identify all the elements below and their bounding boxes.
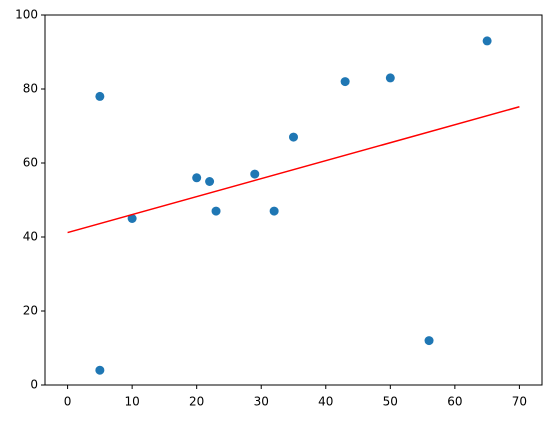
y-tick-label: 40 bbox=[23, 230, 38, 244]
x-tick-label: 60 bbox=[447, 395, 462, 409]
y-tick-label: 20 bbox=[23, 304, 38, 318]
point bbox=[211, 206, 221, 216]
point bbox=[269, 206, 279, 216]
point bbox=[385, 73, 395, 83]
x-tick-label: 50 bbox=[383, 395, 398, 409]
point bbox=[192, 173, 202, 183]
point bbox=[127, 214, 137, 223]
point bbox=[95, 91, 105, 101]
x-tick-label: 0 bbox=[64, 395, 72, 409]
x-tick-label: 30 bbox=[254, 395, 269, 409]
point bbox=[205, 177, 215, 186]
point bbox=[250, 169, 260, 179]
y-tick-label: 60 bbox=[23, 156, 38, 170]
x-tick-label: 20 bbox=[189, 395, 204, 409]
point bbox=[289, 132, 298, 142]
x-tick-label: 70 bbox=[512, 395, 527, 409]
plot-frame bbox=[44, 14, 543, 386]
y-tick-label: 100 bbox=[15, 8, 38, 22]
point bbox=[424, 336, 434, 346]
x-tick-label: 40 bbox=[318, 395, 333, 409]
y-tick-label: 0 bbox=[30, 378, 38, 392]
point bbox=[95, 365, 105, 375]
y-tick-label: 80 bbox=[23, 82, 38, 96]
x-tick-label: 10 bbox=[124, 395, 139, 409]
point bbox=[340, 77, 350, 87]
point bbox=[482, 36, 492, 46]
fit-line bbox=[67, 106, 520, 234]
